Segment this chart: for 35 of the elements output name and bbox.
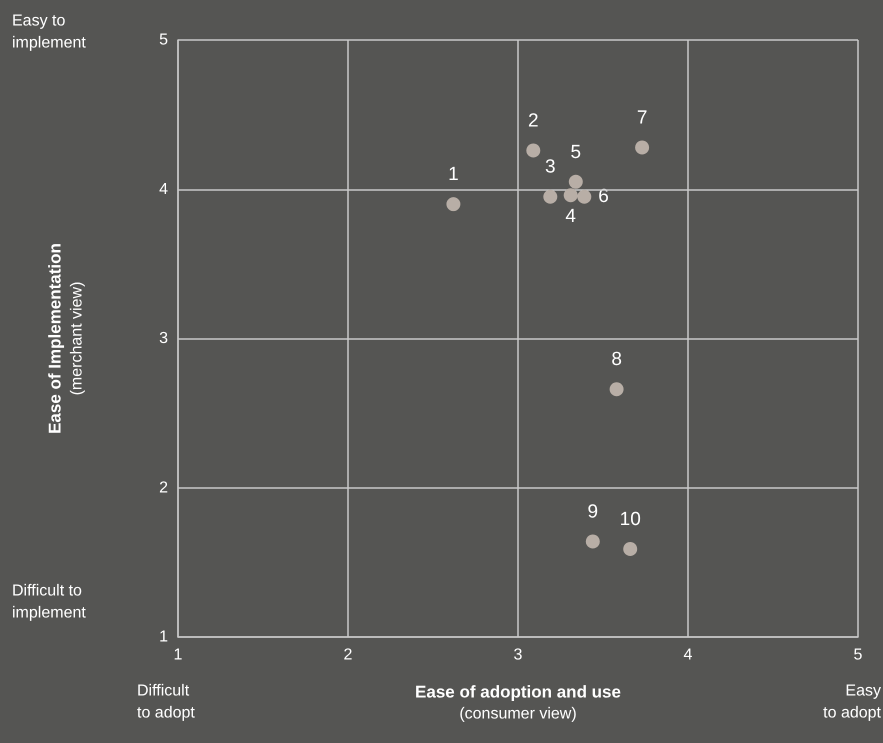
point: [577, 190, 592, 204]
annotation: 10: [620, 508, 641, 530]
text: Easy to adopt: [823, 682, 882, 722]
text: Difficult to adopt: [137, 682, 196, 722]
x-tick-label: 1: [174, 646, 183, 664]
point: [446, 197, 460, 212]
point: [623, 542, 638, 556]
annotation: 5: [570, 142, 582, 163]
point: [543, 190, 558, 204]
x-tick-label: 5: [854, 646, 863, 664]
point: [526, 143, 540, 158]
annotation: 9: [588, 501, 598, 522]
y-tick-label: 4: [159, 180, 168, 198]
annotation: 3: [545, 156, 556, 178]
y-tick-label: 1: [159, 628, 168, 646]
y-tick-label: 5: [159, 32, 168, 48]
text: Difficult to implement: [12, 582, 86, 622]
point: [568, 174, 583, 189]
x-tick-label: 4: [684, 646, 693, 664]
point: [610, 382, 624, 396]
annotation: 7: [636, 107, 648, 128]
x-tick-label: 2: [344, 646, 353, 664]
annotation: 1: [448, 164, 459, 186]
y-tick-label: 2: [159, 479, 168, 496]
point: [635, 140, 650, 154]
text: Easy to implement: [12, 12, 86, 52]
y-axis-title: Ease of Implementation (merchant view): [46, 243, 86, 434]
annotation: 8: [611, 349, 622, 370]
annotation: 4: [565, 206, 576, 228]
y-tick-label: 3: [159, 330, 168, 347]
annotation: 2: [528, 110, 539, 132]
x-axis-title: Ease of adoption and use (consumer view): [415, 682, 621, 722]
point: [564, 188, 578, 202]
point: [586, 534, 600, 548]
x-tick-label: 3: [514, 646, 523, 664]
